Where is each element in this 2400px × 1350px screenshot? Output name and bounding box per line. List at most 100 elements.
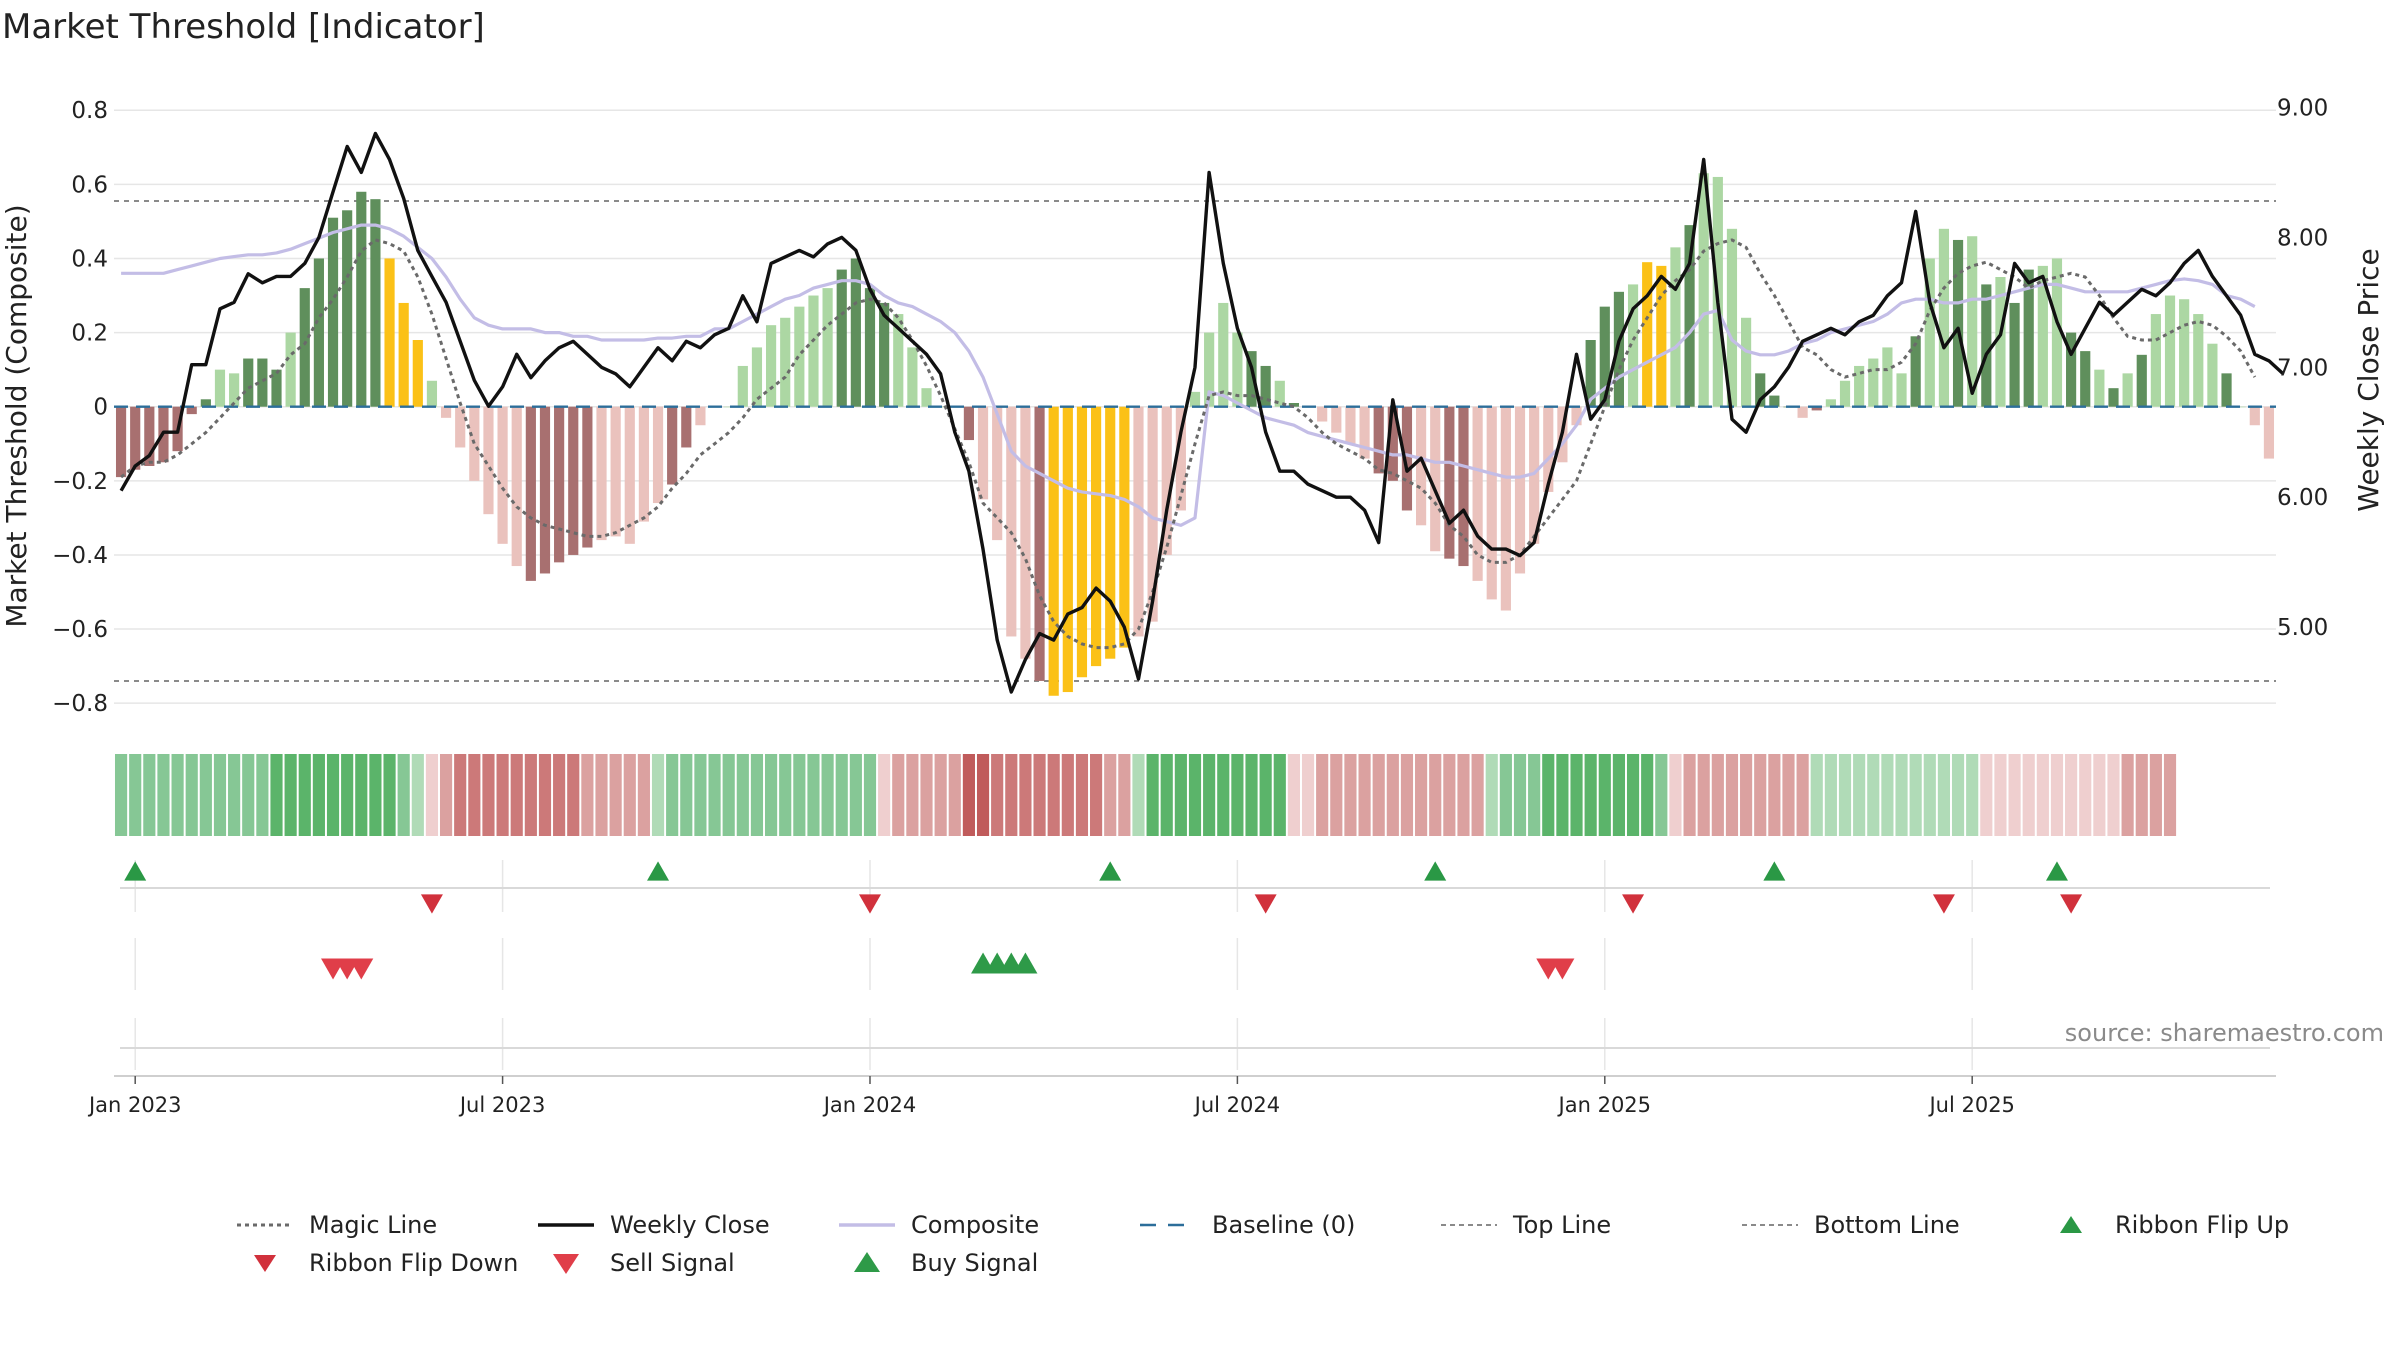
ribbon-cell xyxy=(1415,754,1428,836)
threshold-bar xyxy=(2207,343,2218,407)
y2-tick-label: 6.00 xyxy=(2277,485,2328,511)
ribbon-cell xyxy=(1725,754,1739,836)
legend-label: Weekly Close xyxy=(610,1211,770,1239)
threshold-bar xyxy=(1769,395,1780,407)
ribbon-cell xyxy=(510,754,523,836)
legend-label: Composite xyxy=(911,1211,1039,1239)
legend-label: Sell Signal xyxy=(610,1249,735,1277)
ribbon-cell xyxy=(807,754,820,836)
threshold-bar xyxy=(1882,347,1893,407)
ribbon-cell xyxy=(920,754,933,836)
threshold-bar xyxy=(1868,358,1879,407)
threshold-bar xyxy=(1218,302,1229,407)
threshold-bar xyxy=(1288,403,1300,407)
threshold-bar xyxy=(1642,262,1653,407)
ribbon-cell xyxy=(1160,754,1173,836)
threshold-bar xyxy=(1246,351,1257,407)
ribbon-cell xyxy=(256,754,269,836)
ribbon-cell xyxy=(524,754,537,836)
threshold-bar xyxy=(440,406,452,418)
ribbon-cell xyxy=(270,754,283,836)
x-tick-label: Jul 2023 xyxy=(458,1093,545,1117)
ribbon-flip-down-marker xyxy=(1622,894,1645,914)
ribbon-cell xyxy=(722,754,735,836)
ribbon-cell xyxy=(906,754,919,836)
ribbon-cell xyxy=(2149,754,2162,836)
ribbon-cell xyxy=(878,754,891,836)
threshold-bar xyxy=(313,258,324,407)
ribbon-flip-down-marker xyxy=(1932,894,1955,914)
x-axis: Jan 2023 Jul 2023 Jan 2024 Jul 2024 Jan 2025… xyxy=(87,1076,2015,1117)
ribbon-cell xyxy=(1810,754,1823,836)
ribbon-flip-down-marker xyxy=(2060,894,2083,914)
y2-axis: 9.00 8.00 7.00 6.00 5.00 xyxy=(2277,95,2328,641)
legend-handle-sell xyxy=(553,1254,579,1274)
threshold-bar xyxy=(469,406,480,481)
threshold-bar xyxy=(130,406,141,470)
threshold-bar xyxy=(751,347,763,407)
legend-label: Top Line xyxy=(1512,1211,1611,1239)
source-label: source: sharemaestro.com xyxy=(2065,1019,2384,1047)
y-axis: 0.8 0.6 0.4 0.2 0 −0.2 −0.4 −0.6 −0.8 xyxy=(52,98,108,717)
threshold-bar xyxy=(1387,406,1398,481)
ribbon-cell xyxy=(835,754,848,836)
ribbon-cell xyxy=(1019,754,1032,836)
threshold-bar xyxy=(1613,291,1625,407)
threshold-bar xyxy=(2023,269,2034,407)
threshold-bar xyxy=(610,406,621,537)
ribbon-cell xyxy=(496,754,509,836)
ribbon-cell xyxy=(1061,754,1074,836)
threshold-bar xyxy=(1514,406,1526,574)
legend-label: Bottom Line xyxy=(1814,1211,1960,1239)
threshold-bar xyxy=(497,406,508,544)
ribbon-cell xyxy=(1259,754,1272,836)
threshold-bar xyxy=(624,406,635,544)
threshold-bar xyxy=(144,406,155,466)
ribbon-cell xyxy=(1301,754,1315,836)
ribbon-cell xyxy=(1895,754,1908,836)
threshold-bar xyxy=(1698,173,1709,407)
y-tick-label: −0.2 xyxy=(52,469,108,495)
ribbon-cell xyxy=(934,754,947,836)
threshold-bar xyxy=(638,406,649,522)
ribbon-cell xyxy=(2107,754,2120,836)
ribbon-cell xyxy=(1344,754,1357,836)
ribbon-cell xyxy=(1768,754,1781,836)
ribbon-cell xyxy=(228,754,241,836)
ribbon-cell xyxy=(1867,754,1880,836)
threshold-bar xyxy=(285,332,296,407)
y2-tick-label: 5.00 xyxy=(2277,615,2328,641)
threshold-bar xyxy=(398,302,409,407)
threshold-bar xyxy=(836,269,847,407)
weekly-close-line xyxy=(119,131,2285,694)
threshold-bar xyxy=(271,369,282,407)
ribbon-cell xyxy=(2093,754,2106,836)
threshold-bar xyxy=(243,358,254,407)
threshold-bar xyxy=(977,406,989,500)
lines-layer xyxy=(114,131,2285,694)
threshold-bar xyxy=(1741,317,1752,407)
ribbon-cell xyxy=(1669,754,1682,836)
ribbon-cell xyxy=(793,754,806,836)
threshold-bar xyxy=(1967,236,1978,407)
ribbon-cell xyxy=(1980,754,1993,836)
threshold-bar xyxy=(1952,239,1964,407)
threshold-bar xyxy=(2179,299,2190,407)
threshold-bar xyxy=(229,373,240,407)
threshold-bar xyxy=(1090,406,1102,667)
threshold-bar xyxy=(1656,265,1667,407)
threshold-bar xyxy=(1133,406,1144,637)
ribbon-cell xyxy=(581,754,594,836)
ribbon-cell xyxy=(439,754,453,836)
ribbon-cell xyxy=(213,754,227,836)
threshold-bar xyxy=(370,199,381,407)
threshold-bar xyxy=(327,217,339,407)
ribbon-cell xyxy=(623,754,636,836)
threshold-bar xyxy=(1345,406,1356,444)
threshold-bar xyxy=(1062,406,1073,693)
ribbon-cell xyxy=(1909,754,1922,836)
threshold-bar xyxy=(667,406,678,485)
ribbon-cell xyxy=(114,754,128,836)
threshold-bar xyxy=(864,288,876,407)
ribbon-cell xyxy=(1697,754,1710,836)
